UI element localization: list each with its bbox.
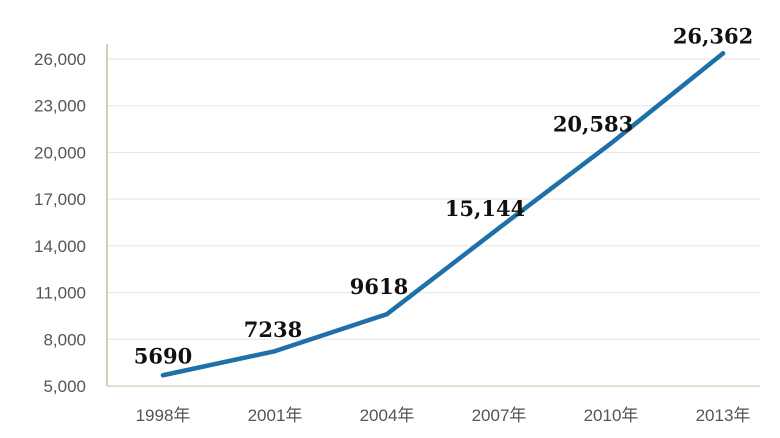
- y-tick-label: 26,000: [34, 50, 86, 69]
- data-label: 5690: [134, 343, 192, 368]
- data-label: 15,144: [445, 196, 525, 221]
- labels: 5690 7238 9618 15,144 20,583 26,362: [134, 23, 753, 368]
- data-point: [496, 225, 502, 231]
- x-tick-label: 2013年: [696, 406, 751, 425]
- x-tick-label: 1998年: [136, 406, 191, 425]
- y-tick-label: 14,000: [34, 237, 86, 256]
- data-point: [160, 373, 166, 378]
- data-point: [608, 141, 614, 146]
- y-tick-label: 23,000: [34, 97, 86, 116]
- data-label: 9618: [350, 274, 408, 299]
- x-tick-label: 2001年: [248, 406, 303, 425]
- series-line: [160, 51, 726, 378]
- data-point: [272, 348, 278, 354]
- y-tick-label: 5,000: [43, 377, 86, 396]
- y-tick-label: 11,000: [35, 284, 86, 303]
- data-point: [720, 51, 726, 56]
- y-tick-label: 17,000: [34, 190, 86, 209]
- data-label: 7238: [244, 317, 302, 342]
- x-tick-label: 2010年: [584, 406, 639, 425]
- axes: 5,000 8,000 11,000 14,000 17,000 20,000 23,000…: [34, 44, 760, 425]
- data-label: 20,583: [553, 111, 633, 136]
- x-tick-label: 2007年: [472, 406, 527, 425]
- gridlines: [107, 58, 760, 340]
- y-tick-label: 20,000: [34, 143, 86, 162]
- y-tick-label: 8,000: [43, 330, 86, 349]
- x-tick-label: 2004年: [360, 406, 415, 425]
- series-layer: [160, 51, 726, 378]
- data-label: 26,362: [673, 23, 753, 48]
- data-point: [384, 311, 390, 317]
